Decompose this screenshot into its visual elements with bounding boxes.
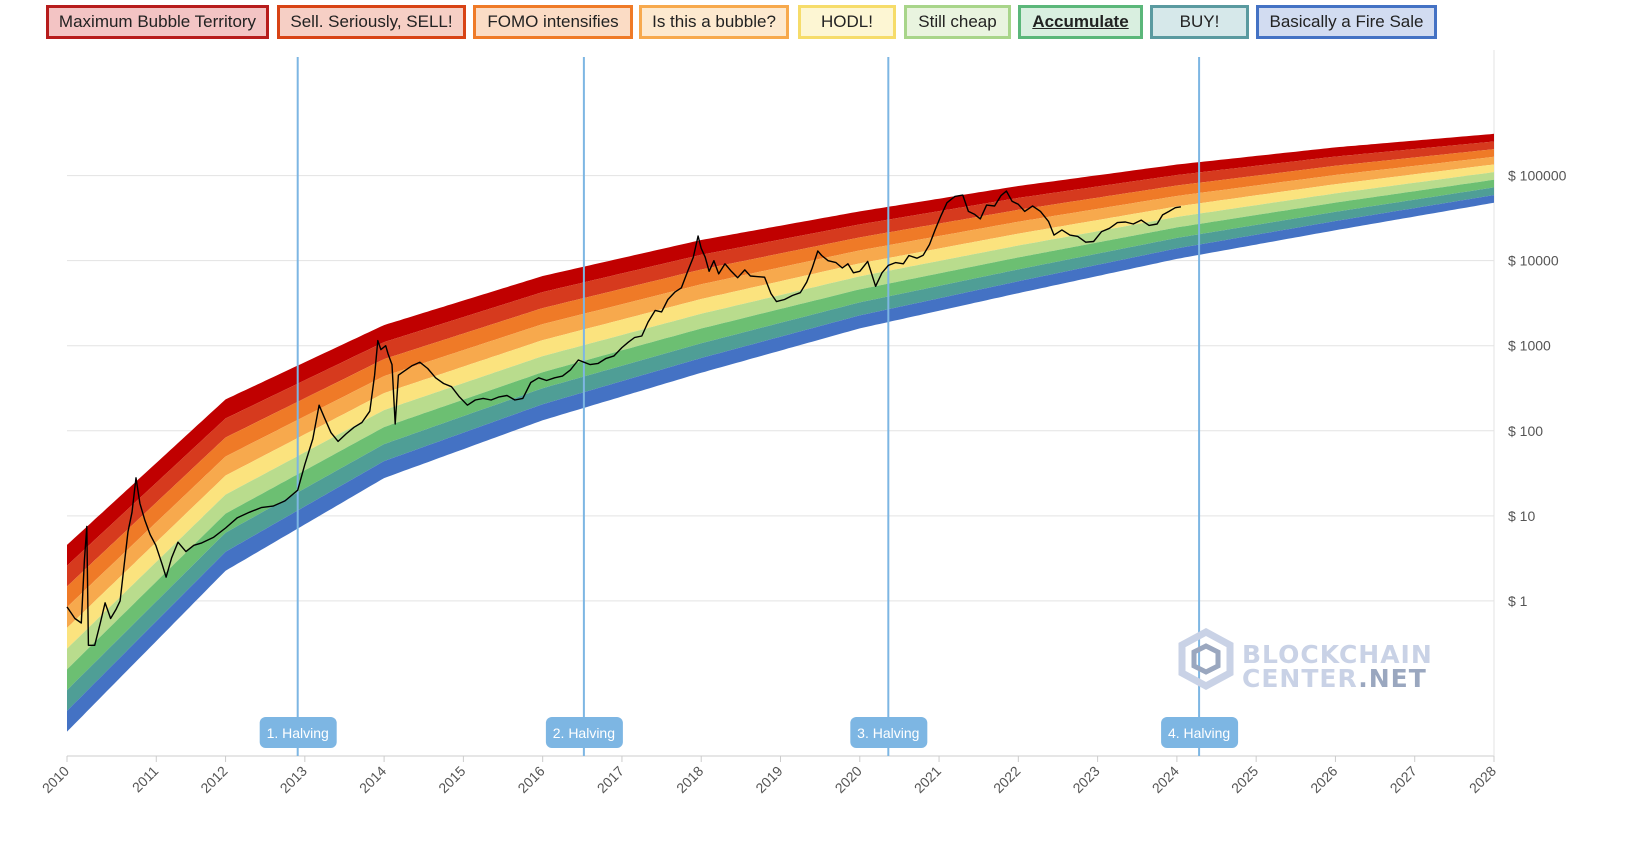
halving-label-box <box>545 717 623 748</box>
legend-button-label: Maximum Bubble Territory <box>58 12 257 31</box>
y-tick-label: $ 100 <box>1508 423 1543 439</box>
legend-button-2[interactable]: Sell. Seriously, SELL! <box>277 5 466 39</box>
x-tick-label: 2016 <box>514 763 547 796</box>
legend-button-label: Accumulate <box>1032 12 1129 31</box>
legend-button-4[interactable]: Is this a bubble? <box>639 5 789 39</box>
legend-button-6[interactable]: Still cheap <box>904 5 1011 39</box>
price-series <box>66 190 1182 646</box>
y-tick-label: $ 10 <box>1508 508 1535 524</box>
legend-button-5[interactable]: HODL! <box>798 5 896 39</box>
y-tick-label: $ 1 <box>1508 593 1528 609</box>
x-tick-label: 2020 <box>832 763 865 796</box>
x-tick-label: 2010 <box>39 763 72 796</box>
x-tick-label: 2027 <box>1386 763 1419 796</box>
x-tick-label: 2023 <box>1069 763 1102 796</box>
x-tick-label: 2021 <box>911 763 944 796</box>
halving-label-box <box>1161 717 1239 748</box>
x-tick-label: 2015 <box>435 763 468 796</box>
legend-button-label: FOMO intensifies <box>487 12 619 31</box>
blockchaincenter-watermark: BLOCKCHAIN CENTER.NET <box>1176 628 1436 698</box>
x-tick-label: 2024 <box>1149 763 1182 796</box>
y-tick-label: $ 100000 <box>1508 168 1567 184</box>
x-tick-label: 2022 <box>990 763 1023 796</box>
halving-label: 4. Halving <box>1168 725 1230 741</box>
halving-label-box <box>259 717 337 748</box>
legend-button-label: Basically a Fire Sale <box>1269 12 1424 31</box>
x-tick-label: 2018 <box>673 763 706 796</box>
x-tick-label: 2012 <box>197 763 230 796</box>
x-tick-label: 2025 <box>1228 763 1261 796</box>
rainbow-legend: Maximum Bubble Territory Sell. Seriously,… <box>0 0 1641 46</box>
watermark-net: .NET <box>1358 664 1427 693</box>
halving-labels: 1. Halving 2. Halving 3. Halving 4. Halving <box>259 717 1239 748</box>
halving-label: 1. Halving <box>267 725 329 741</box>
x-axis: 2010 2011 2012 2013 2014 2015 2016 2017 2018 2019… <box>39 756 1499 796</box>
x-tick-label: 2014 <box>356 763 389 796</box>
halving-label-box <box>850 717 928 748</box>
watermark-line2: CENTER.NET <box>1242 666 1427 692</box>
band-1 <box>67 133 1494 566</box>
halving-label: 2. Halving <box>553 725 615 741</box>
halving-markers <box>296 57 1201 756</box>
legend-button-1[interactable]: Maximum Bubble Territory <box>46 5 269 39</box>
x-tick-label: 2011 <box>129 763 162 796</box>
price-line <box>66 190 1182 646</box>
x-tick-label: 2028 <box>1466 763 1499 796</box>
x-tick-label: 2013 <box>277 763 310 796</box>
legend-button-label: Is this a bubble? <box>652 12 776 31</box>
blockchaincenter-logo-icon <box>1178 628 1234 690</box>
watermark-center: CENTER <box>1242 664 1359 693</box>
y-tick-label: $ 10000 <box>1508 253 1559 269</box>
legend-button-label: BUY! <box>1179 12 1220 31</box>
y-axis: $ 1 $ 10 $ 100 $ 1000 $ 10000 $ 100000 <box>1508 168 1567 609</box>
band-2 <box>67 141 1494 587</box>
x-tick-label: 2019 <box>752 763 785 796</box>
y-tick-label: $ 1000 <box>1508 338 1551 354</box>
legend-button-label: HODL! <box>821 12 873 31</box>
band-4 <box>67 156 1494 628</box>
band-3 <box>67 149 1494 608</box>
legend-button-8[interactable]: BUY! <box>1150 5 1249 39</box>
legend-button-3[interactable]: FOMO intensifies <box>473 5 633 39</box>
x-tick-label: 2017 <box>594 763 627 796</box>
watermark-line1: BLOCKCHAIN <box>1242 640 1433 669</box>
legend-button-label: Still cheap <box>918 12 997 31</box>
legend-button-label: Sell. Seriously, SELL! <box>290 12 453 31</box>
legend-button-9[interactable]: Basically a Fire Sale <box>1256 5 1437 39</box>
halving-label: 3. Halving <box>857 725 919 741</box>
rainbow-bands <box>67 133 1494 732</box>
x-tick-label: 2026 <box>1307 763 1340 796</box>
legend-button-7[interactable]: Accumulate <box>1018 5 1143 39</box>
